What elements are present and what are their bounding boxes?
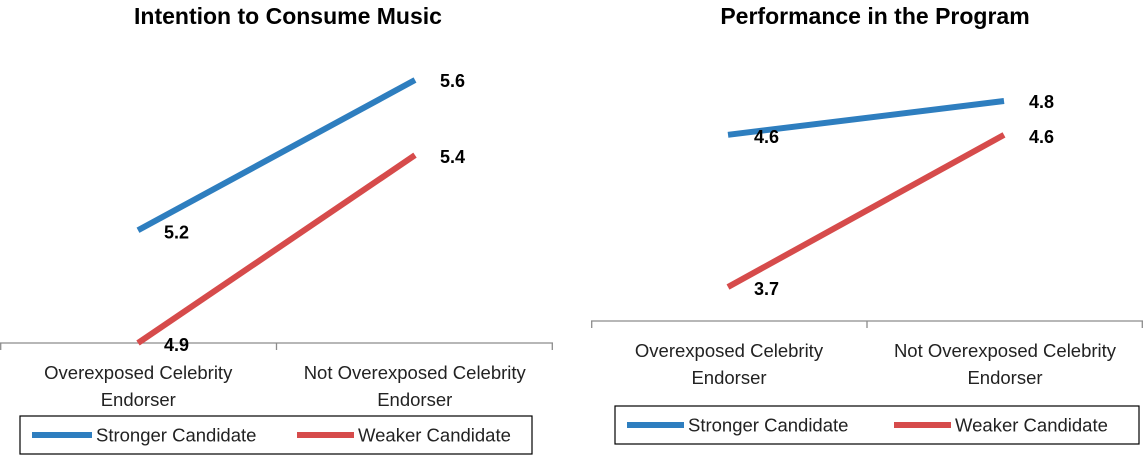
series-line-weaker [726, 132, 1006, 290]
data-label: 5.4 [440, 147, 465, 167]
chart-title: Intention to Consume Music [134, 3, 442, 29]
x-tick-label: Not Overexposed Celebrity [894, 340, 1117, 361]
legend-box [614, 405, 1140, 445]
data-label: 4.6 [754, 127, 779, 147]
legend-box [19, 415, 533, 455]
chart-panel-2: Performance in the Program Overexposed Ce… [591, 3, 1143, 445]
series-line-weaker [136, 152, 417, 346]
data-label: 3.7 [754, 279, 779, 299]
x-tick-label: Overexposed Celebrity [44, 362, 233, 383]
legend-label: Weaker Candidate [955, 415, 1108, 436]
legend-label: Stronger Candidate [688, 415, 848, 436]
x-tick-label: Endorser [101, 389, 176, 410]
data-label: 5.2 [164, 222, 189, 242]
data-label: 4.9 [164, 335, 189, 355]
data-label: 5.6 [440, 71, 465, 91]
x-tick-label: Endorser [691, 367, 766, 388]
data-label: 4.6 [1029, 127, 1054, 147]
series-line-stronger [727, 98, 1005, 138]
x-tick-label: Overexposed Celebrity [635, 340, 824, 361]
legend: Stronger Candidate Weaker Candidate [614, 405, 1140, 445]
chart-title: Performance in the Program [720, 3, 1029, 29]
chart-panel-1: Intention to Consume Music Overexposed Ce… [0, 3, 553, 455]
x-tick-label: Endorser [967, 367, 1042, 388]
series-line-stronger [136, 77, 417, 233]
x-tick-label: Not Overexposed Celebrity [304, 362, 527, 383]
x-tick-label: Endorser [377, 389, 452, 410]
legend-label: Stronger Candidate [96, 425, 256, 446]
data-label: 4.8 [1029, 92, 1054, 112]
legend: Stronger Candidate Weaker Candidate [19, 415, 533, 455]
legend-label: Weaker Candidate [358, 425, 511, 446]
